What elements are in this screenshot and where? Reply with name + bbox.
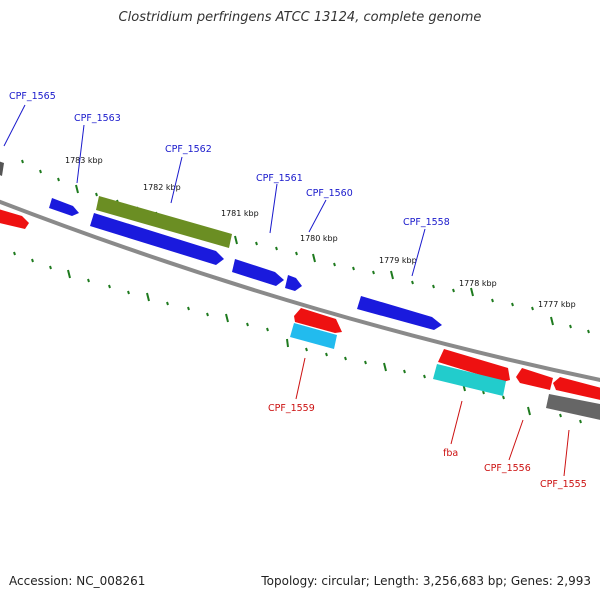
gene-label-cpf1562: CPF_1562 [165, 144, 212, 155]
gene-label-cpf1559: CPF_1559 [268, 403, 315, 414]
gene-fba-teal-arrow [433, 364, 506, 396]
gene-cpf1555-grey-arrow [546, 394, 600, 420]
tick-label-1782: 1782 kbp [143, 183, 181, 192]
gene-labels: CPF_1565 CPF_1563 CPF_1562 CPF_1561 CPF_… [9, 91, 587, 490]
tick-label-1780: 1780 kbp [300, 234, 338, 243]
gene-cpf1561-arrow [90, 213, 224, 265]
gene-cpf1559-arrow [294, 308, 342, 333]
gene-fba-arrow [438, 349, 510, 382]
tick-labels: 1783 kbp 1782 kbp 1781 kbp 1780 kbp 1779… [65, 156, 576, 309]
tick-label-1779: 1779 kbp [379, 256, 417, 265]
gene-label-fba: fba [443, 448, 458, 459]
tick-label-1777: 1777 kbp [538, 300, 576, 309]
gene-label-cpf1561: CPF_1561 [256, 173, 303, 184]
gene-cpf1559-cyan-arrow [290, 323, 337, 349]
map-title: Clostridium perfringens ATCC 13124, comp… [118, 10, 482, 25]
tick-major-1780 [312, 253, 316, 263]
genome-backbone [0, 199, 600, 382]
leader-lines [3, 104, 570, 477]
accession-text: Accession: NC_008261 [9, 574, 146, 588]
gene-cpf1559fwd-arrow [285, 275, 302, 291]
gene-cpf1558-arrow [357, 296, 442, 330]
tick-major-1777 [550, 316, 554, 326]
tick-major-1778 [470, 287, 474, 297]
tick-label-1778: 1778 kbp [459, 279, 497, 288]
gene-cpf1563-arrow [49, 198, 79, 216]
tick-major-1783 [75, 184, 79, 194]
inner-ticks [13, 251, 582, 424]
gene-label-cpf1556: CPF_1556 [484, 463, 531, 474]
tick-label-1783: 1783 kbp [65, 156, 103, 165]
gene-label-cpf1555: CPF_1555 [540, 479, 587, 490]
gene-label-cpf1563: CPF_1563 [74, 113, 121, 124]
tick-label-1781: 1781 kbp [221, 209, 259, 218]
tick-major-1781 [234, 235, 238, 245]
gene-label-cpf1560: CPF_1560 [306, 188, 353, 199]
gene-left-red-arrow [0, 209, 29, 229]
gene-cpf1560-arrow [232, 259, 284, 286]
gene-label-cpf1558: CPF_1558 [403, 217, 450, 228]
forward-genes [0, 161, 442, 330]
gene-label-cpf1565: CPF_1565 [9, 91, 56, 102]
gene-cpf1556-arrow [516, 368, 553, 390]
genome-stats-text: Topology: circular; Length: 3,256,683 bp… [261, 574, 591, 588]
gene-cpf1555-arrow [553, 377, 600, 400]
gene-cpf1562-arrow [96, 196, 232, 248]
reverse-genes [0, 209, 600, 420]
gene-cpf1565-arrow [0, 161, 4, 176]
tick-major-1779 [390, 270, 394, 280]
